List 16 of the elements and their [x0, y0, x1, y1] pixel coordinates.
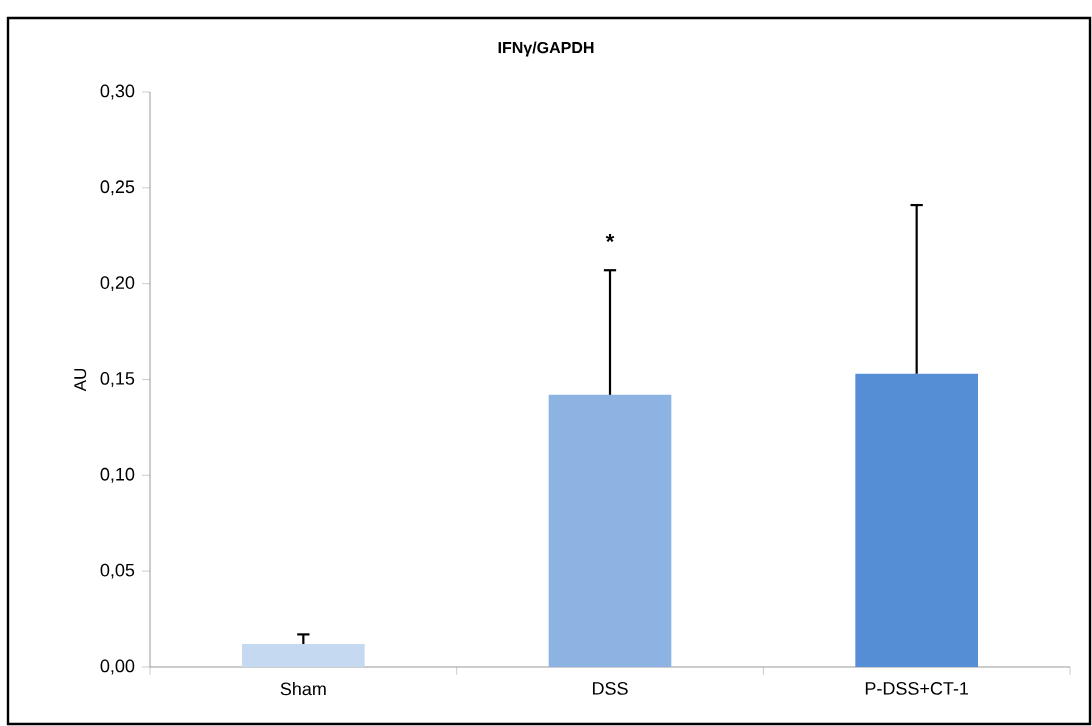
y-tick-label: 0,10 — [100, 467, 135, 483]
x-tick-label: DSS — [592, 682, 628, 695]
y-tick-label: 0,05 — [100, 563, 135, 579]
x-tick-label: Sham — [280, 682, 326, 696]
bar — [855, 373, 978, 667]
x-tick-label: P-DSS+CT-1 — [865, 682, 969, 695]
chart-title: IFNγ/GAPDH — [498, 41, 594, 57]
annotation: * — [605, 233, 615, 243]
y-tick-label: 0,30 — [100, 84, 135, 100]
y-tick-label: 0,15 — [100, 372, 135, 387]
y-axis-title: AU — [74, 368, 87, 392]
y-tick-label: 0,20 — [100, 276, 135, 292]
bar — [242, 643, 365, 667]
y-tick-label: 0,00 — [100, 659, 135, 675]
bar — [548, 394, 672, 667]
y-tick-label: 0,25 — [100, 180, 135, 196]
